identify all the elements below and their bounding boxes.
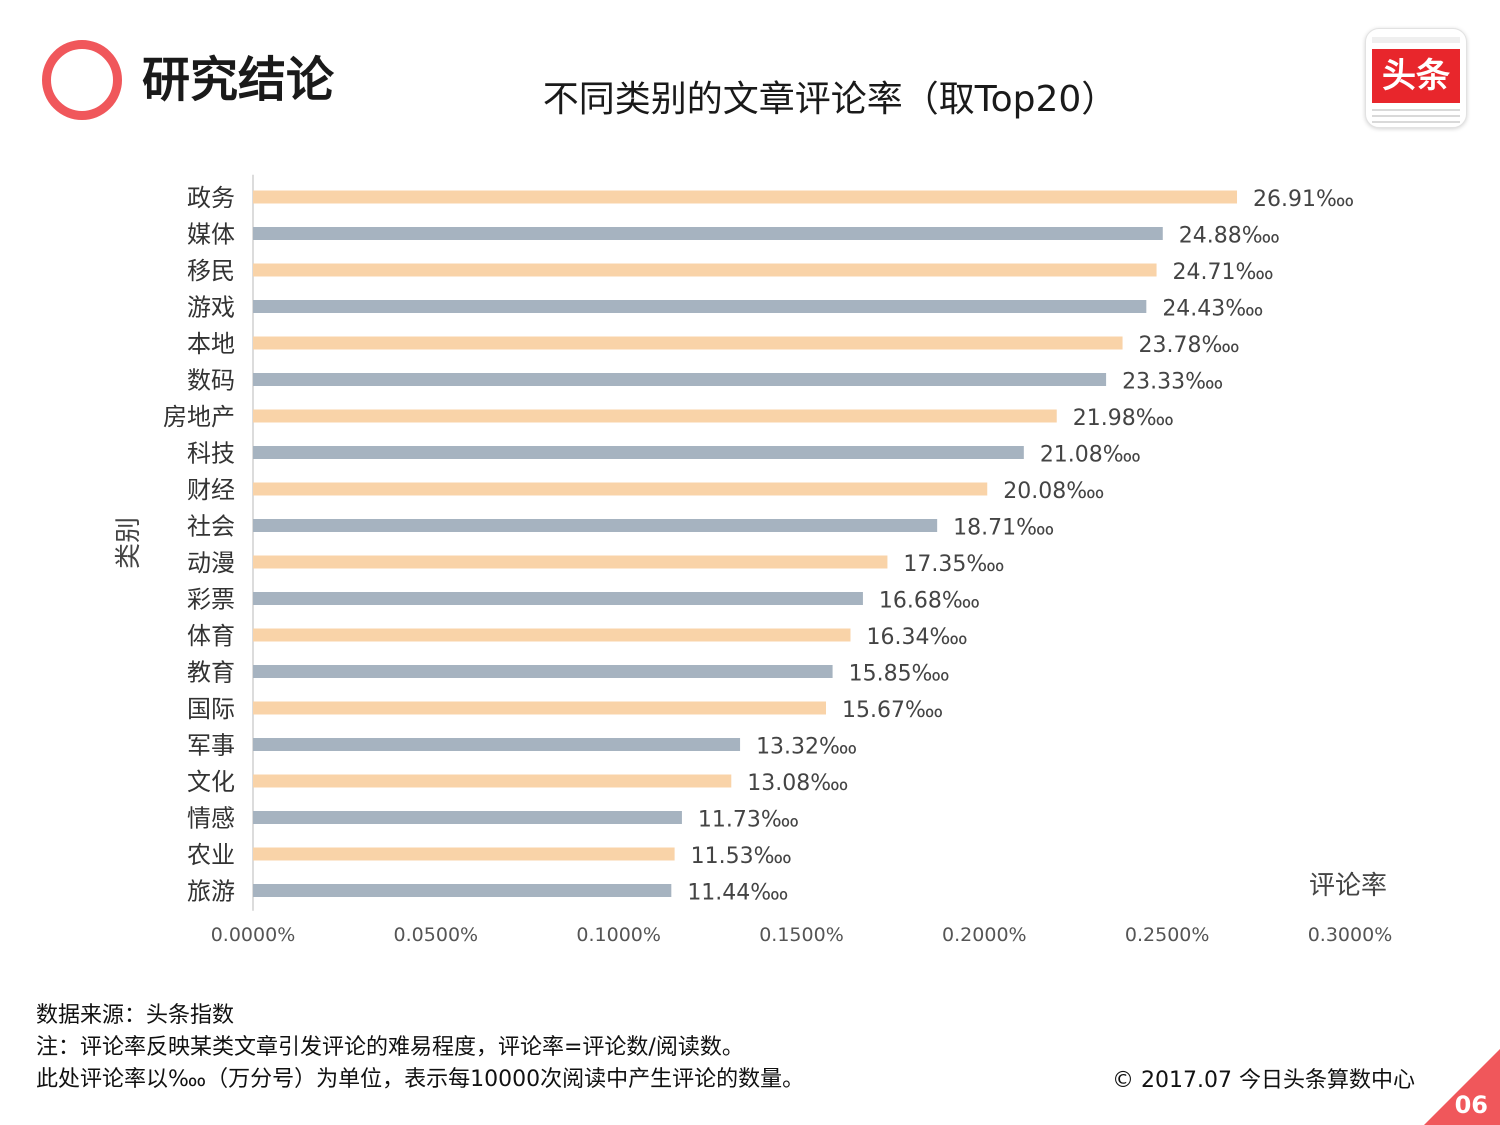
category-label: 媒体 bbox=[187, 221, 235, 249]
category-label: 科技 bbox=[187, 440, 235, 468]
category-label: 军事 bbox=[187, 732, 235, 760]
category-label: 社会 bbox=[187, 513, 235, 541]
bar bbox=[253, 227, 1163, 240]
y-axis-title: 类别 bbox=[114, 517, 144, 569]
data-label: 13.08‱ bbox=[747, 771, 848, 796]
logo-line bbox=[1372, 115, 1460, 117]
x-axis-title: 评论率 bbox=[1309, 871, 1387, 901]
note-line-2: 此处评论率以‱（万分号）为单位，表示每10000次阅读中产生评论的数量。 bbox=[36, 1067, 805, 1092]
data-label: 13.32‱ bbox=[756, 735, 857, 760]
data-label: 24.71‱ bbox=[1173, 260, 1274, 285]
bar bbox=[253, 300, 1147, 313]
bar bbox=[253, 446, 1024, 459]
bar bbox=[253, 519, 938, 532]
data-label: 26.91‱ bbox=[1253, 187, 1354, 212]
page-number: 06 bbox=[1454, 1091, 1488, 1119]
logo-topbar bbox=[1372, 37, 1460, 43]
x-tick-label: 0.2000% bbox=[942, 924, 1027, 946]
page-corner bbox=[1424, 1049, 1500, 1125]
x-tick-label: 0.0500% bbox=[394, 924, 479, 946]
chart-title: 不同类别的文章评论率（取Top20） bbox=[542, 79, 1118, 120]
category-label: 本地 bbox=[187, 330, 235, 358]
data-label: 21.98‱ bbox=[1073, 406, 1174, 431]
bar bbox=[253, 190, 1238, 204]
logo-line bbox=[1372, 109, 1460, 111]
note-line-1: 注：评论率反映某类文章引发评论的难易程度，评论率=评论数/阅读数。 bbox=[36, 1035, 744, 1060]
category-label: 国际 bbox=[187, 695, 235, 723]
category-label: 体育 bbox=[187, 622, 235, 650]
data-label: 11.44‱ bbox=[687, 881, 788, 906]
data-label: 16.34‱ bbox=[866, 625, 967, 650]
data-label: 11.53‱ bbox=[691, 844, 792, 869]
data-label: 16.68‱ bbox=[879, 589, 980, 614]
category-label: 动漫 bbox=[187, 549, 235, 577]
section-title: 研究结论 bbox=[142, 52, 335, 108]
category-label: 财经 bbox=[187, 476, 235, 504]
bar-chart: 政务 26.91‱ 媒体 24.88‱ 移民 24.71‱ 游戏 24.43‱ 本地 23.78‱… bbox=[114, 174, 1393, 946]
data-label: 24.88‱ bbox=[1179, 224, 1280, 249]
x-tick-label: 0.0000% bbox=[211, 924, 296, 946]
data-label: 23.78‱ bbox=[1139, 333, 1240, 358]
bar bbox=[253, 409, 1057, 423]
category-label: 彩票 bbox=[187, 586, 235, 614]
data-label: 20.08‱ bbox=[1003, 479, 1104, 504]
bar bbox=[253, 774, 732, 788]
bar bbox=[253, 628, 851, 642]
bar bbox=[253, 847, 675, 861]
category-label: 农业 bbox=[187, 841, 235, 869]
data-label: 11.73‱ bbox=[698, 808, 799, 833]
data-label: 15.67‱ bbox=[842, 698, 943, 723]
category-label: 政务 bbox=[187, 184, 235, 212]
bar bbox=[253, 482, 988, 496]
bar bbox=[253, 592, 863, 605]
data-label: 17.35‱ bbox=[903, 552, 1004, 577]
x-tick-label: 0.3000% bbox=[1308, 924, 1393, 946]
data-source: 数据来源：头条指数 bbox=[36, 1003, 235, 1028]
logo-red-block bbox=[1372, 49, 1460, 103]
bar bbox=[253, 373, 1107, 386]
bar bbox=[253, 811, 682, 824]
data-label: 21.08‱ bbox=[1040, 443, 1141, 468]
category-label: 移民 bbox=[187, 257, 235, 285]
bar bbox=[253, 555, 888, 569]
data-label: 15.85‱ bbox=[849, 662, 950, 687]
category-label: 游戏 bbox=[187, 294, 235, 322]
x-tick-label: 0.2500% bbox=[1125, 924, 1210, 946]
bar bbox=[253, 701, 826, 715]
toutiao-logo: 头条 bbox=[1365, 28, 1467, 128]
logo-text: 头条 bbox=[1382, 56, 1450, 96]
category-label: 文化 bbox=[187, 768, 235, 796]
category-label: 房地产 bbox=[163, 403, 235, 431]
category-label: 数码 bbox=[187, 367, 235, 395]
bar bbox=[253, 884, 672, 897]
bar bbox=[253, 263, 1157, 277]
category-label: 情感 bbox=[187, 805, 235, 833]
footer-notes: 数据来源：头条指数 注：评论率反映某类文章引发评论的难易程度，评论率=评论数/阅… bbox=[36, 1000, 804, 1096]
copyright: © 2017.07 今日头条算数中心 bbox=[1112, 1068, 1415, 1093]
logo-line bbox=[1372, 121, 1460, 123]
category-label: 旅游 bbox=[187, 878, 235, 906]
bar bbox=[253, 665, 833, 678]
bar bbox=[253, 738, 741, 751]
section-ring-icon bbox=[42, 40, 122, 120]
bar bbox=[253, 336, 1123, 350]
category-label: 教育 bbox=[187, 659, 235, 687]
x-tick-label: 0.1000% bbox=[576, 924, 661, 946]
data-label: 24.43‱ bbox=[1162, 297, 1263, 322]
x-tick-label: 0.1500% bbox=[759, 924, 844, 946]
data-label: 23.33‱ bbox=[1122, 370, 1223, 395]
data-label: 18.71‱ bbox=[953, 516, 1054, 541]
